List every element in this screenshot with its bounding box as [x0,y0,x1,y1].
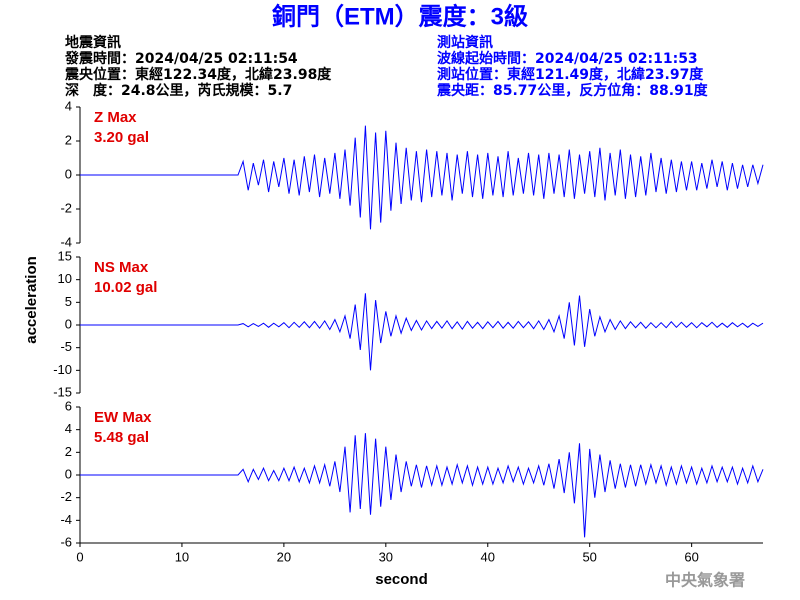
header-right: 測站位置：東經121.49度，北緯23.97度 [437,66,704,83]
x-tick-label: 60 [684,549,698,564]
y-tick-label: -6 [60,534,72,549]
y-tick-label: 4 [65,421,72,436]
y-tick-label: 2 [65,132,72,147]
annotation: 3.20 gal [94,129,149,146]
y-tick-label: -15 [53,384,72,399]
y-tick-label: -2 [60,489,72,504]
y-tick-label: -10 [53,362,72,377]
title: 銅門（ETM）震度：3級 [272,2,528,30]
annotation: 10.02 gal [94,279,157,296]
waveform [80,293,764,371]
x-tick-label: 40 [481,549,495,564]
watermark: 中央氣象署 [665,571,745,590]
y-tick-label: -4 [60,512,72,527]
y-tick-label: 5 [65,294,72,309]
y-axis-label: acceleration [23,256,40,344]
y-tick-label: -5 [60,339,72,354]
header-right: 波線起始時間：2024/04/25 02:11:53 [437,50,698,67]
header-left: 發震時間：2024/04/25 02:11:54 [64,50,298,67]
x-tick-label: 20 [277,549,291,564]
waveform [80,433,764,538]
annotation: 5.48 gal [94,429,149,446]
annotation: Z Max [94,109,137,126]
y-tick-label: 6 [65,398,72,413]
y-tick-label: 0 [65,166,72,181]
x-tick-label: 50 [582,549,596,564]
y-tick-label: 4 [65,98,72,113]
annotation: NS Max [94,259,149,276]
x-tick-label: 30 [379,549,393,564]
header-right: 震央距：85.77公里，反方位角：88.91度 [436,82,709,99]
x-tick-label: 10 [175,549,189,564]
y-tick-label: 10 [58,271,72,286]
y-tick-label: 0 [65,466,72,481]
y-tick-label: -2 [60,200,72,215]
header-left: 地震資訊 [65,34,121,51]
header-left: 深 度：24.8公里，芮氏規模：5.7 [65,82,292,99]
waveform [80,125,764,230]
y-tick-label: 15 [58,248,72,263]
x-tick-label: 0 [76,549,83,564]
x-axis-label: second [375,571,428,588]
y-tick-label: 0 [65,316,72,331]
y-tick-label: -4 [60,234,72,249]
y-tick-label: 2 [65,444,72,459]
header-left: 震央位置：東經122.34度，北緯23.98度 [64,66,332,83]
annotation: EW Max [94,409,152,426]
header-right: 測站資訊 [437,34,493,51]
